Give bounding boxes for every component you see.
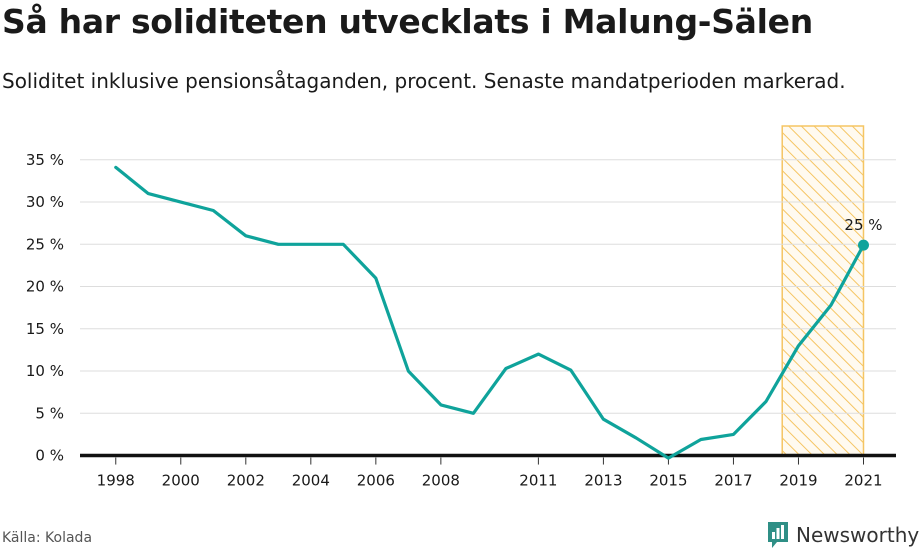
end-value-label: 25 % (844, 216, 882, 234)
x-tick-label: 2000 (162, 472, 200, 490)
end-point-marker (857, 239, 869, 251)
x-tick-label: 2021 (844, 472, 882, 490)
x-tick-label: 2019 (779, 472, 817, 490)
x-tick-label: 2013 (584, 472, 622, 490)
y-tick-label: 5 % (35, 404, 64, 422)
chart-subtitle: Soliditet inklusive pensionsåtaganden, p… (2, 69, 846, 93)
y-tick-label: 30 % (26, 193, 64, 211)
chart-title: Så har soliditeten utvecklats i Malung-S… (2, 2, 813, 41)
x-tick-label: 2017 (714, 472, 752, 490)
series-line-0 (114, 165, 866, 460)
y-tick-label: 15 % (26, 320, 64, 338)
y-tick-label: 10 % (26, 362, 64, 380)
y-tick-label: 25 % (26, 235, 64, 253)
highlight-period (781, 125, 865, 457)
x-tick-label: 2006 (357, 472, 395, 490)
brand-logo: Newsworthy (766, 520, 919, 550)
newsworthy-logo-icon (768, 522, 788, 548)
x-tick-label: 2004 (292, 472, 330, 490)
y-tick-label: 0 % (35, 447, 64, 465)
x-tick-label: 1998 (97, 472, 135, 490)
y-tick-label: 35 % (26, 151, 64, 169)
x-tick-label: 2015 (649, 472, 687, 490)
x-tick-label: 2002 (227, 472, 265, 490)
x-tick-label: 2011 (519, 472, 557, 490)
y-tick-label: 20 % (26, 278, 64, 296)
source-note: Källa: Kolada (2, 530, 93, 546)
brand-name: Newsworthy (796, 523, 920, 547)
x-tick-label: 2008 (422, 472, 460, 490)
